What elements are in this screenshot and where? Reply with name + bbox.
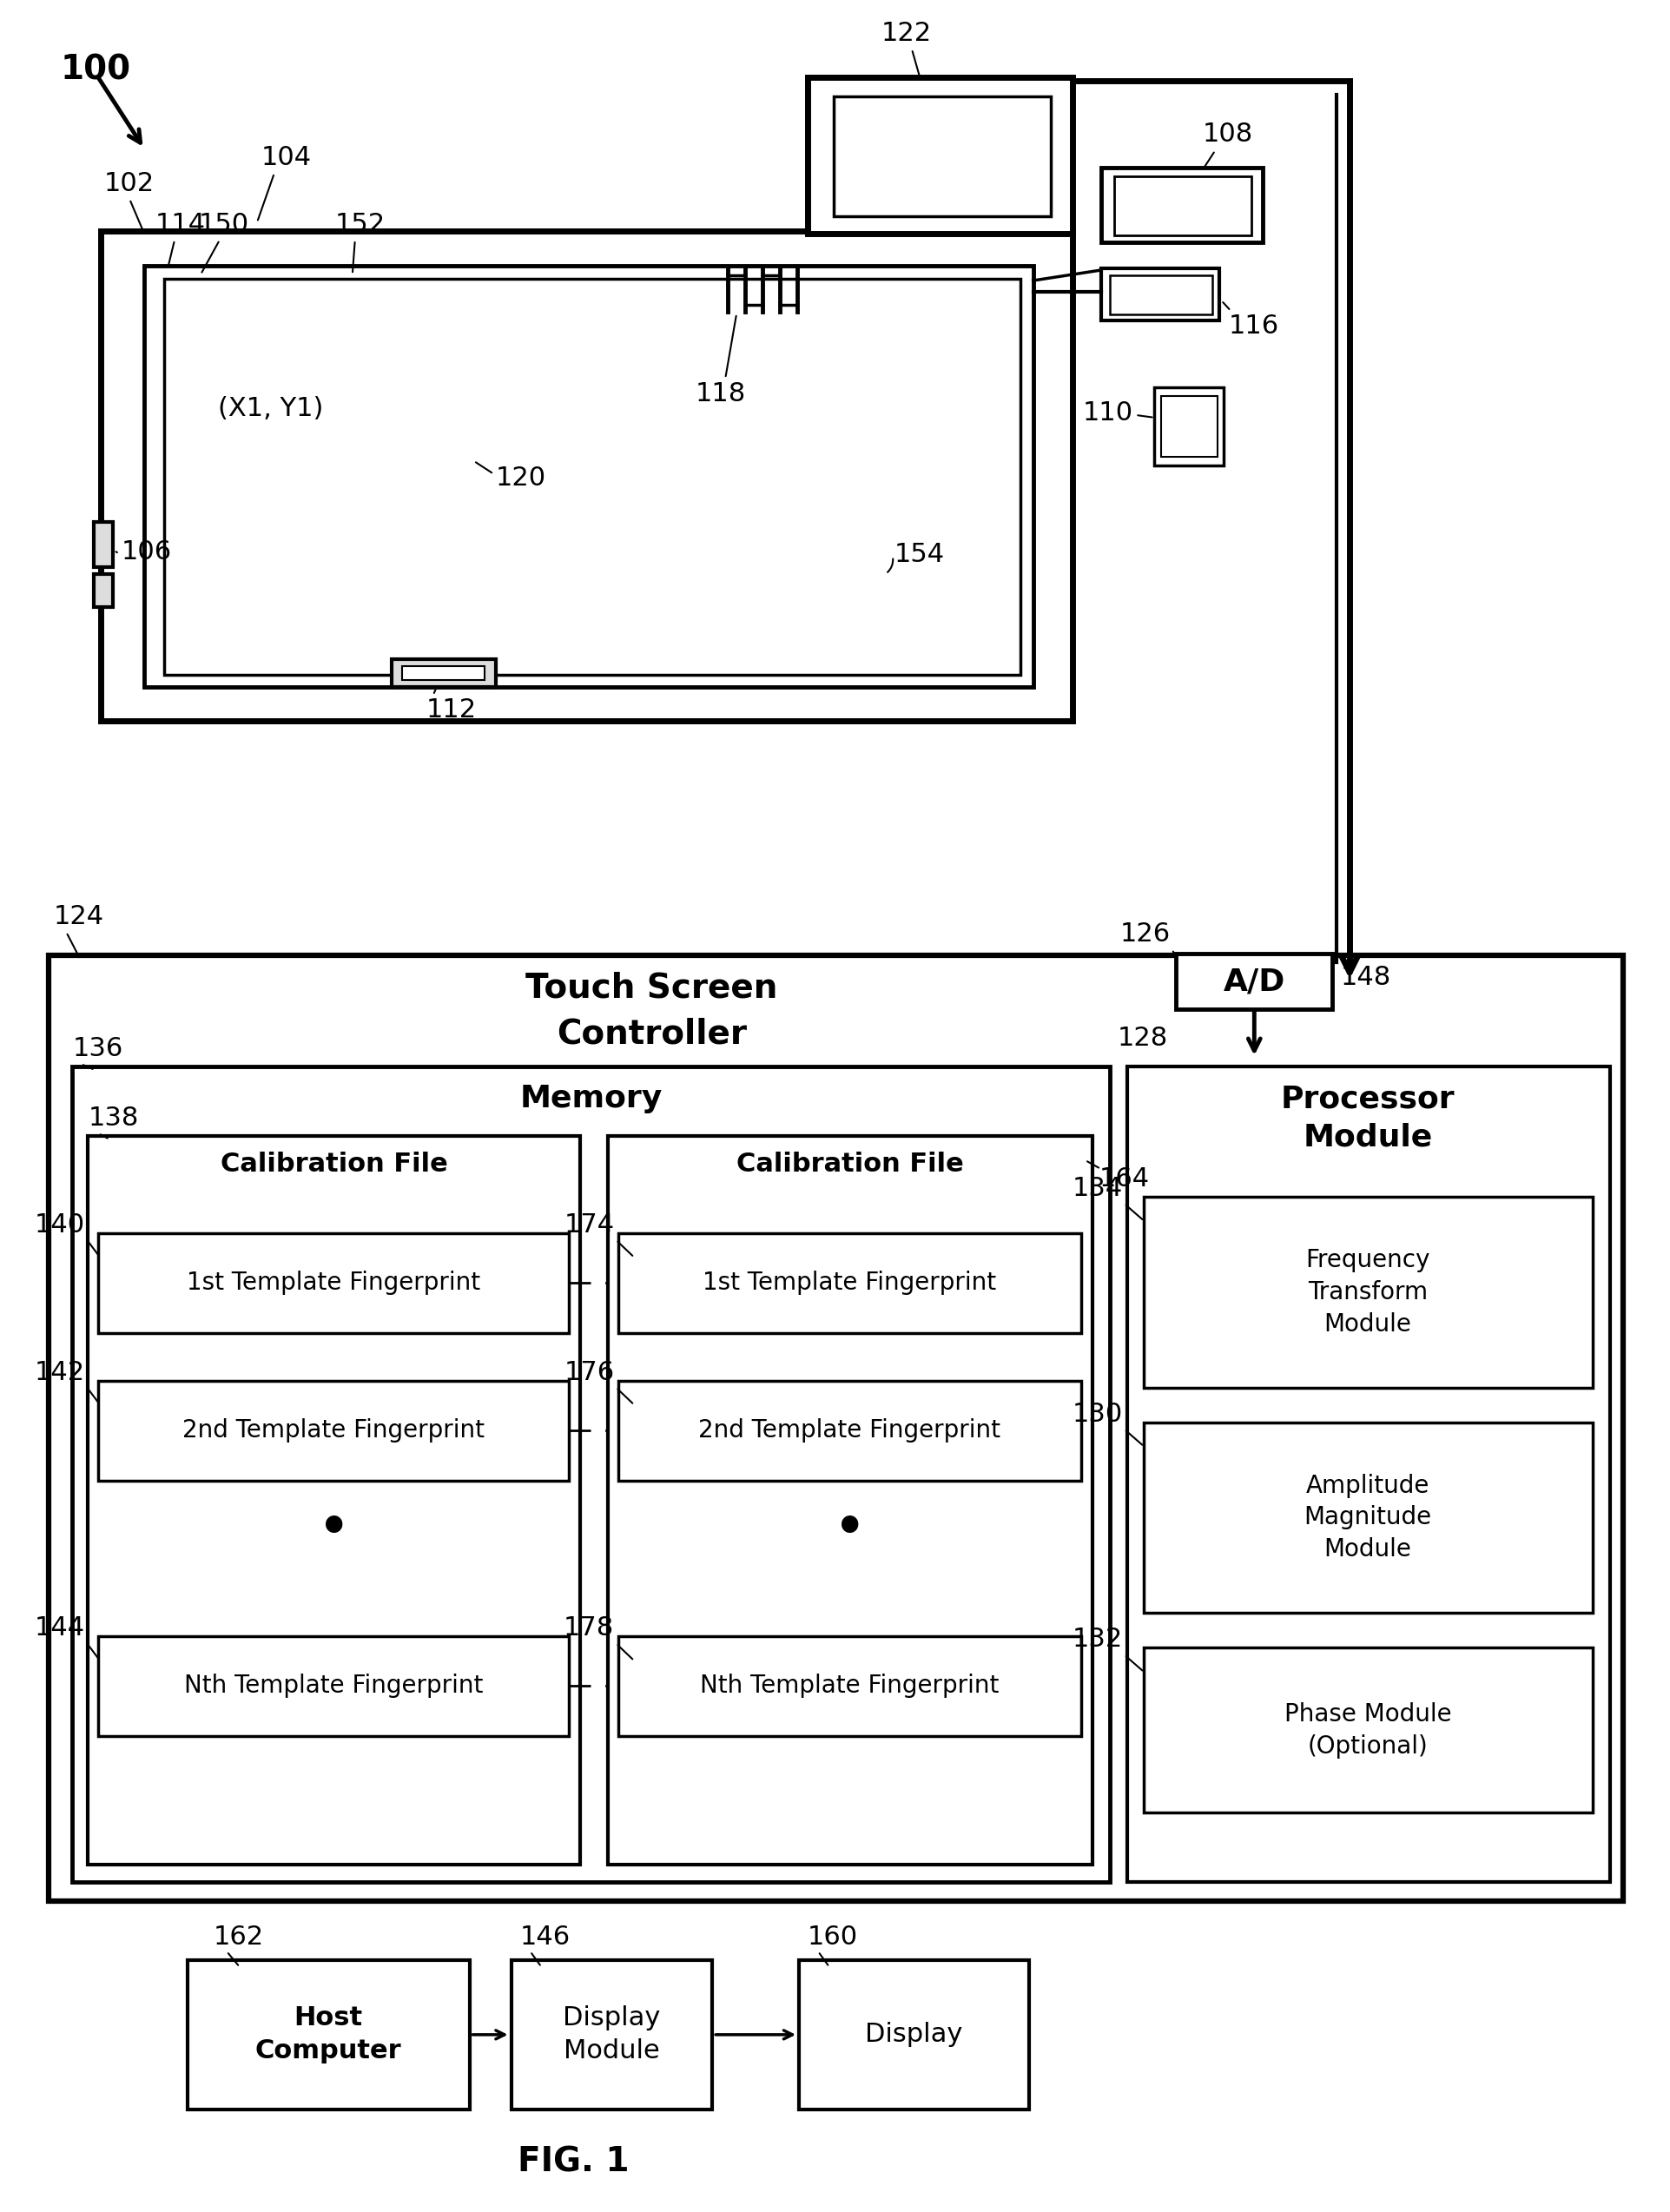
Text: 112: 112 [426,697,476,721]
Text: 104: 104 [262,146,312,170]
Bar [72,1066,1109,1882]
Text: 164: 164 [1099,1166,1149,1192]
Text: Nth Template Fingerprint: Nth Template Fingerprint [700,1674,999,1699]
Bar [1114,177,1252,234]
Text: 152: 152 [336,212,386,237]
Text: 122: 122 [882,22,932,46]
Bar [608,1137,1092,1865]
Bar [391,659,496,686]
Text: 146: 146 [519,1924,569,1949]
Text: 2nd Template Fingerprint: 2nd Template Fingerprint [698,1418,1000,1442]
Bar [833,97,1050,217]
Bar [1144,1648,1593,1812]
Text: 160: 160 [808,1924,858,1949]
Text: Processor
Module: Processor Module [1281,1084,1455,1152]
Bar [402,666,484,679]
Text: 1st Template Fingerprint: 1st Template Fingerprint [187,1270,481,1294]
Bar [1176,953,1333,1009]
Text: Host
Computer: Host Computer [256,2006,401,2064]
Bar [1101,268,1219,321]
Text: 130: 130 [1072,1402,1122,1427]
Bar [1109,274,1212,314]
Text: Phase Module
(Optional): Phase Module (Optional) [1284,1701,1451,1759]
Text: 126: 126 [1119,922,1171,947]
Text: 102: 102 [104,170,154,197]
Text: 136: 136 [72,1035,124,1062]
Text: Amplitude
Magnitude
Module: Amplitude Magnitude Module [1304,1473,1431,1562]
Bar [618,1232,1080,1334]
Text: •: • [317,1502,351,1559]
Text: 110: 110 [1082,400,1132,427]
Text: 128: 128 [1117,1026,1167,1051]
Text: 176: 176 [564,1360,615,1385]
Bar [618,1380,1080,1480]
Text: 150: 150 [199,212,249,237]
Text: 120: 120 [496,467,546,491]
Text: 154: 154 [895,542,945,566]
Text: 162: 162 [214,1924,264,1949]
Text: 134: 134 [1072,1177,1122,1201]
Text: 124: 124 [53,905,104,929]
Bar [99,1637,569,1736]
Text: Touch Screen
Controller: Touch Screen Controller [526,971,778,1051]
Bar [511,1960,713,2110]
Text: 174: 174 [564,1212,615,1237]
Bar [89,1137,581,1865]
Bar [798,1960,1029,2110]
Text: 118: 118 [695,380,745,407]
Bar [1144,1422,1593,1613]
Bar [99,1380,569,1480]
Text: 114: 114 [155,212,205,237]
Bar [187,1960,469,2110]
Bar [618,1637,1080,1736]
Bar [94,573,114,606]
Text: A/D: A/D [1224,967,1286,995]
Text: Display
Module: Display Module [563,2006,661,2064]
Text: 100: 100 [60,53,130,86]
Bar [100,230,1072,721]
Text: Frequency
Transform
Module: Frequency Transform Module [1306,1248,1430,1336]
Bar [99,1232,569,1334]
Text: FIG. 1: FIG. 1 [518,2146,630,2179]
Bar [1127,1066,1610,1882]
Bar [1144,1197,1593,1387]
Text: 132: 132 [1072,1626,1122,1652]
Text: (X1, Y1): (X1, Y1) [219,396,324,422]
Text: 140: 140 [35,1212,85,1237]
Text: •: • [833,1502,867,1559]
Text: 116: 116 [1227,314,1279,338]
Bar [94,522,114,566]
Text: Memory: Memory [519,1084,663,1113]
Text: Calibration File: Calibration File [220,1152,448,1177]
Bar [48,956,1623,1900]
Bar [1101,168,1263,243]
Text: 2nd Template Fingerprint: 2nd Template Fingerprint [182,1418,484,1442]
Text: 178: 178 [564,1615,615,1641]
Bar [164,279,1020,675]
Text: 108: 108 [1202,122,1252,146]
Text: Calibration File: Calibration File [736,1152,964,1177]
Text: 142: 142 [35,1360,85,1385]
Bar [144,265,1034,686]
Text: 1st Template Fingerprint: 1st Template Fingerprint [703,1270,995,1294]
Bar [808,77,1072,234]
Bar [1162,396,1217,456]
Text: 106: 106 [120,540,172,564]
Text: 148: 148 [1341,964,1391,989]
Bar [1154,387,1224,465]
Text: 144: 144 [35,1615,85,1641]
Text: Display: Display [865,2022,962,2048]
Text: 138: 138 [89,1106,139,1130]
Text: Nth Template Fingerprint: Nth Template Fingerprint [184,1674,483,1699]
